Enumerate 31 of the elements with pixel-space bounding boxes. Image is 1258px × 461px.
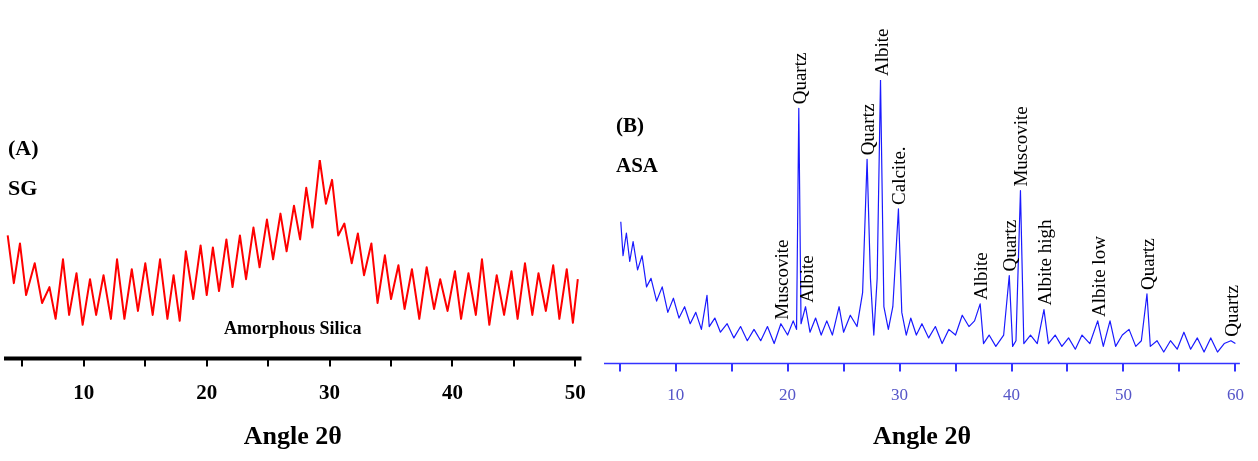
x-tick-label: 40 bbox=[441, 379, 463, 404]
annotation: Muscovite bbox=[770, 239, 792, 320]
x-tick-label: 30 bbox=[319, 379, 341, 404]
x-tick-label: 50 bbox=[1114, 385, 1132, 405]
annotation: Quartz bbox=[857, 103, 879, 156]
annotation: Calcite. bbox=[888, 146, 910, 205]
x-tick-label: 20 bbox=[196, 379, 218, 404]
annotation: Albite bbox=[870, 28, 892, 76]
x-tick-label: 60 bbox=[1226, 385, 1244, 405]
annotation: Albite bbox=[795, 255, 817, 303]
text: SG bbox=[8, 175, 38, 200]
annotation: Quartz bbox=[1136, 238, 1158, 290]
x-tick-label: 30 bbox=[891, 385, 909, 405]
x-tick-label: 50 bbox=[564, 379, 586, 404]
annotation: Quartz bbox=[1220, 285, 1242, 337]
x-axis-title: Angle 2θ bbox=[243, 421, 342, 451]
annotation: Albite high bbox=[1033, 219, 1055, 306]
annotation: Muscovite bbox=[1010, 106, 1032, 187]
chart-title: (A) bbox=[8, 135, 39, 160]
text: ASA bbox=[616, 153, 659, 177]
x-tick-label: 10 bbox=[667, 385, 685, 405]
x-axis-title: Angle 2θ bbox=[872, 421, 971, 451]
text: (B) bbox=[616, 113, 644, 137]
annotation: Quartz bbox=[788, 52, 810, 105]
annotation: Albite bbox=[970, 252, 992, 300]
x-tick-label: 40 bbox=[1003, 385, 1020, 405]
annotation: Amorphous Silica bbox=[223, 318, 362, 339]
x-tick-label: 20 bbox=[779, 385, 797, 405]
x-tick-label: 10 bbox=[73, 379, 95, 404]
annotation: Quartz bbox=[999, 219, 1021, 272]
annotation: Albite low bbox=[1087, 235, 1109, 317]
